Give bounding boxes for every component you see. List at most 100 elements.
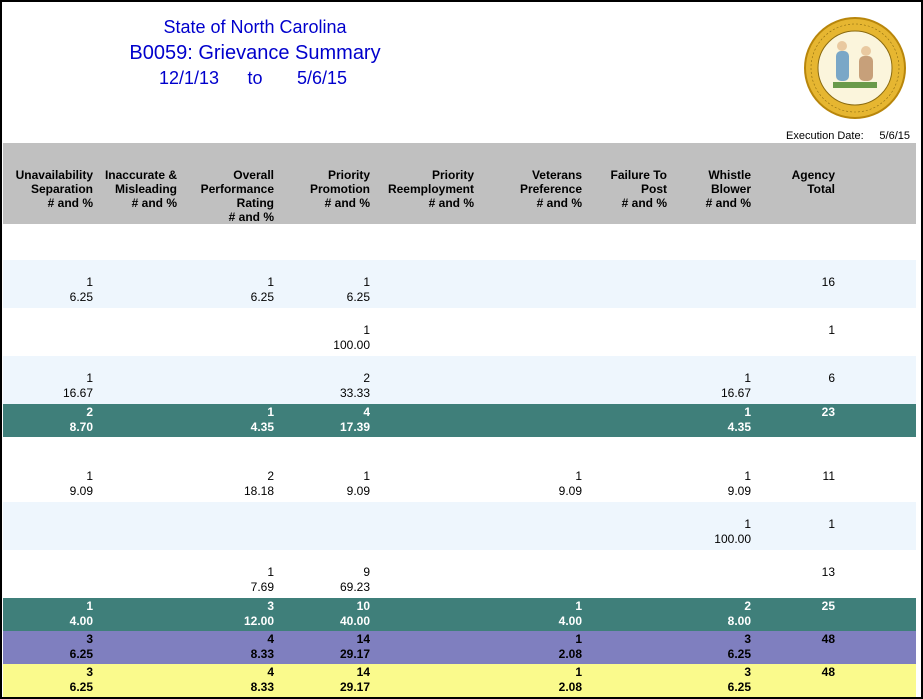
table-cell: 4 8.33 [154,665,274,695]
cell-count: 14 [356,665,370,679]
agency-total: 23 [821,405,835,419]
spacer [3,437,916,454]
cell-count: 2 [744,599,751,613]
column-header: Priority Promotion # and % [250,168,370,210]
cell-percent: 100.00 [714,532,751,546]
cell-percent: 16.67 [720,386,751,400]
cell-count: 4 [267,632,274,646]
cell-percent: 4.35 [727,420,751,434]
table-cell: 1 16.67 [2,371,93,401]
cell-count: 1 [363,469,370,483]
detail-row: 1 6.25 1 6.25 1 6.25 16 [3,260,916,308]
table-cell: 1 100.00 [631,517,751,547]
cell-percent: 4.00 [69,614,93,628]
column-header-line: Post [640,182,667,196]
cell-percent: 69.23 [339,580,370,594]
table-cell: 2 33.33 [250,371,370,401]
cell-count: 1 [363,323,370,337]
cell-count: 2 [363,371,370,385]
table-cell: 1 9.09 [2,469,93,499]
column-header-line: Overall [233,168,274,182]
agency-total: 13 [821,565,835,579]
column-header-line: Total [807,182,835,196]
table-cell: 1 4.00 [462,599,582,629]
execution-label: Execution Date: [786,130,864,142]
table-cell: 14 29.17 [250,632,370,662]
column-header-line: Failure To [610,168,667,182]
cell-percent: 4.00 [558,614,582,628]
report-agency: State of North Carolina [163,17,347,37]
column-header-line: Agency [791,168,835,182]
column-header-line: # and % [705,196,751,210]
cell-percent: 2.08 [558,680,582,694]
cell-count: 1 [744,371,751,385]
column-header-line: Unavailability [15,168,93,182]
cell-count: 1 [86,275,93,289]
agency-total: 1 [828,323,835,337]
cell-percent: 12.00 [243,614,274,628]
table-cell: 1 9.09 [631,469,751,499]
cell-percent: 7.69 [250,580,274,594]
table-cell: 1 100.00 [250,323,370,353]
summary-row: 2 8.70 1 4.35 4 17.39 1 4.35 23 [3,404,916,437]
cell-count: 1 [575,632,582,646]
cell-percent: 6.25 [346,290,370,304]
summary-row: 1 4.00 3 12.00 10 40.00 1 4.00 2 8.00 25 [3,598,916,631]
table-cell: 4 8.33 [154,632,274,662]
cell-percent: 17.39 [339,420,370,434]
column-header-line: Reemployment [387,182,474,196]
table-cell: 3 6.25 [2,665,93,695]
column-header-line: Misleading [114,182,177,196]
column-header-line: # and % [47,196,93,210]
table-cell: 10 40.00 [250,599,370,629]
column-header-line: Veterans [531,168,582,182]
table-cell: 1 4.00 [2,599,93,629]
cell-percent: 6.25 [727,680,751,694]
cell-count: 3 [86,665,93,679]
cell-percent: 6.25 [69,680,93,694]
cell-count: 1 [267,405,274,419]
cell-count: 3 [744,632,751,646]
date-to: 5/6/15 [296,68,348,88]
column-header-line: Blower [710,182,751,196]
table-cell: 1 7.69 [154,565,274,595]
cell-count: 1 [363,275,370,289]
cell-percent: 9.09 [69,484,93,498]
column-header: Veterans Preference # and % [462,168,582,210]
cell-count: 1 [267,275,274,289]
table-cell: 1 4.35 [631,405,751,435]
report-body: 1 6.25 1 6.25 1 6.25 16 1 100.00 1 1 16.67 2 33.33 1 16… [3,224,916,697]
cell-percent: 6.25 [69,290,93,304]
agency-total: 48 [821,665,835,679]
cell-percent: 29.17 [339,647,370,661]
table-cell: 1 6.25 [154,275,274,305]
summary-row: 3 6.25 4 8.33 14 29.17 1 2.08 3 6.25 48 [3,631,916,664]
cell-percent: 8.33 [250,647,274,661]
cell-count: 3 [744,665,751,679]
table-cell: 1 6.25 [250,275,370,305]
table-cell: 3 12.00 [154,599,274,629]
cell-percent: 40.00 [339,614,370,628]
cell-percent: 2.08 [558,647,582,661]
table-cell: 14 29.17 [250,665,370,695]
column-header: Agency Total [715,168,835,196]
column-header: Priority Reemployment # and % [354,168,474,210]
cell-count: 1 [267,565,274,579]
detail-row: 1 100.00 1 [3,502,916,550]
column-header-line: Priority [431,168,474,182]
agency-total: 25 [821,599,835,613]
cell-count: 1 [744,469,751,483]
cell-percent: 100.00 [333,338,370,352]
table-cell: 2 8.00 [631,599,751,629]
table-cell: 3 6.25 [631,632,751,662]
agency-total: 1 [828,517,835,531]
cell-count: 14 [356,632,370,646]
table-cell: 1 4.35 [154,405,274,435]
cell-count: 2 [267,469,274,483]
column-header: Whistle Blower # and % [631,168,751,210]
detail-row: 1 16.67 2 33.33 1 16.67 6 [3,356,916,404]
cell-percent: 9.09 [727,484,751,498]
cell-percent: 4.35 [250,420,274,434]
agency-total: 11 [822,469,835,483]
